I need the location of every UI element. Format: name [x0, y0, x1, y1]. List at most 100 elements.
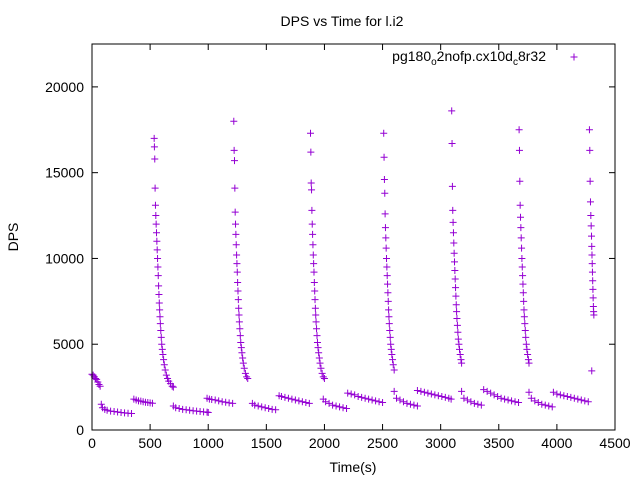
data-point: [581, 397, 589, 405]
data-point: [453, 314, 461, 322]
data-point: [386, 326, 394, 334]
data-point: [390, 387, 398, 395]
data-point: [453, 321, 461, 329]
data-point: [230, 146, 238, 154]
data-point: [258, 403, 266, 411]
legend-label: pg180o2nofp.cx10dc8r32: [392, 48, 546, 68]
data-point: [155, 282, 163, 290]
data-point: [365, 395, 373, 403]
data-point: [315, 354, 323, 362]
data-point: [229, 399, 237, 407]
data-point: [307, 179, 315, 187]
data-point: [237, 344, 245, 352]
data-point: [519, 272, 527, 280]
data-point: [311, 304, 319, 312]
data-point: [358, 393, 366, 401]
data-point: [449, 206, 457, 214]
data-point: [517, 213, 525, 221]
data-point: [519, 289, 527, 297]
data-point: [589, 294, 597, 302]
y-tick-label: 5000: [53, 336, 84, 352]
x-tick-label: 3000: [425, 435, 456, 451]
data-point: [490, 391, 498, 399]
data-point: [307, 148, 315, 156]
data-point: [380, 153, 388, 161]
x-tick-label: 1000: [193, 435, 224, 451]
data-point: [103, 406, 111, 414]
data-point: [538, 400, 546, 408]
data-point: [281, 393, 289, 401]
y-tick-label: 10000: [45, 250, 84, 266]
data-point: [232, 241, 240, 249]
data-point: [152, 220, 160, 228]
data-point: [343, 405, 351, 413]
data-point: [448, 107, 456, 115]
data-point: [230, 157, 238, 165]
data-point: [381, 210, 389, 218]
data-point: [153, 246, 161, 254]
data-point: [480, 386, 488, 394]
data-point: [388, 351, 396, 359]
data-point: [450, 258, 458, 266]
data-point: [384, 289, 392, 297]
data-point: [381, 224, 389, 232]
data-point: [153, 237, 161, 245]
data-point: [511, 398, 519, 406]
x-tick-label: 3500: [483, 435, 514, 451]
x-tick-label: 0: [88, 435, 96, 451]
data-point: [380, 129, 388, 137]
data-point: [451, 275, 459, 283]
data-point: [451, 266, 459, 274]
data-point: [504, 396, 512, 404]
data-point: [477, 401, 485, 409]
data-point: [517, 224, 525, 232]
data-point: [309, 251, 317, 259]
data-point: [586, 198, 594, 206]
data-point: [549, 388, 557, 396]
data-point: [313, 325, 321, 333]
legend-marker: [570, 53, 578, 61]
data-point: [316, 359, 324, 367]
data-point: [586, 177, 594, 185]
data-point: [588, 260, 596, 268]
data-point: [204, 409, 212, 417]
data-point: [385, 320, 393, 328]
data-point: [563, 393, 571, 401]
data-point: [453, 308, 461, 316]
data-point: [234, 296, 242, 304]
data-point: [455, 340, 463, 348]
data-point: [284, 394, 292, 402]
data-point: [151, 184, 159, 192]
data-point: [382, 234, 390, 242]
data-point: [241, 369, 249, 377]
data-point: [288, 395, 296, 403]
legend: pg180o2nofp.cx10dc8r32: [392, 48, 578, 68]
data-point: [150, 134, 158, 142]
data-point: [588, 232, 596, 240]
data-point: [383, 272, 391, 280]
data-point: [441, 393, 449, 401]
x-tick-label: 2000: [309, 435, 340, 451]
data-point: [236, 325, 244, 333]
data-point: [232, 230, 240, 238]
data-point: [534, 399, 542, 407]
data-point: [332, 402, 340, 410]
data-point: [368, 396, 376, 404]
data-point: [584, 398, 592, 406]
data-point: [309, 230, 317, 238]
data-point: [157, 333, 165, 341]
legend-marker-plus: [570, 53, 578, 61]
data-point: [315, 349, 323, 357]
data-point: [383, 254, 391, 262]
data-point: [319, 373, 327, 381]
data-point: [385, 313, 393, 321]
data-point: [152, 212, 160, 220]
data-point: [417, 387, 425, 395]
data-point: [158, 340, 166, 348]
data-point: [454, 335, 462, 343]
data-point: [236, 332, 244, 340]
data-point: [97, 400, 105, 408]
data-point: [154, 263, 162, 271]
data-point: [322, 398, 330, 406]
